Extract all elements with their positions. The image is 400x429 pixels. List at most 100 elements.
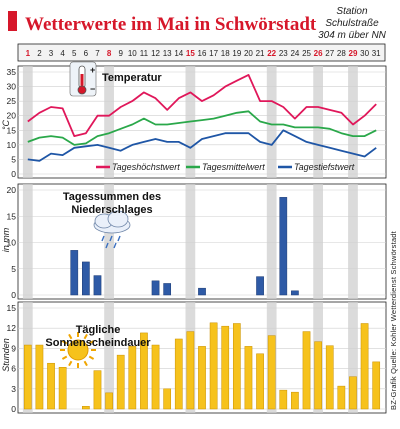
bar	[372, 361, 381, 410]
legend-label-high: Tageshöchstwert	[112, 162, 180, 172]
highlight-band	[185, 184, 196, 299]
svg-text:+: +	[90, 65, 95, 75]
sun-ray	[88, 355, 95, 360]
sun-ray	[68, 360, 73, 367]
y-tick-label: 20	[7, 111, 17, 121]
temperature-title: Temperatur	[102, 72, 162, 84]
highlight-band	[348, 184, 358, 299]
day-label: 11	[140, 49, 149, 58]
day-label: 12	[151, 49, 160, 58]
highlight-band	[266, 66, 277, 178]
day-label: 15	[186, 49, 195, 58]
bar	[314, 341, 322, 410]
highlight-band	[104, 302, 114, 413]
bar	[198, 346, 206, 410]
thermometer-icon: + −	[69, 61, 97, 97]
page-title: Wetterwerte im Mai in Schwörstadt	[25, 14, 317, 35]
bar	[279, 389, 288, 410]
y-tick-label: 12	[7, 323, 17, 333]
sun-ray	[83, 333, 88, 340]
bar	[82, 261, 90, 296]
day-label: 24	[290, 49, 299, 58]
y-tick-label: 0	[11, 290, 16, 300]
day-label: 4	[60, 49, 65, 58]
sun-icon	[60, 332, 96, 368]
day-labels: 1 2 3 4 5 6 7 8 9 10 11 12 13 14 15 16 17 18 19 20 21 22 23 24 2…	[26, 49, 382, 58]
bar	[232, 323, 241, 410]
bar	[221, 325, 230, 410]
bar	[70, 250, 79, 296]
bar	[82, 406, 90, 410]
bar	[337, 385, 346, 410]
day-label: 29	[349, 49, 358, 58]
sunshine-unit-label: Stunden	[1, 338, 11, 372]
day-label: 14	[174, 49, 183, 58]
bar	[291, 290, 299, 296]
bar	[58, 367, 67, 410]
bar	[128, 346, 137, 410]
rain-cloud-icon	[93, 210, 131, 249]
day-label: 2	[37, 49, 42, 58]
day-label: 28	[337, 49, 346, 58]
bar	[186, 331, 195, 410]
bar	[209, 322, 218, 410]
y-tick-label: 0	[11, 404, 16, 414]
bar	[198, 287, 206, 296]
bar	[325, 345, 334, 410]
precipitation-panel: 0 5 10 15 20	[7, 183, 387, 300]
day-label: 10	[128, 49, 137, 58]
legend-label-low: Tagestiefstwert	[294, 162, 355, 172]
bar	[256, 353, 264, 410]
source-credit: BZ-Grafik Quelle: Kohler Wetterdienst Sc…	[389, 230, 398, 410]
y-tick-label: 0	[11, 169, 16, 179]
y-tick-label: 5	[11, 264, 16, 274]
bar	[35, 344, 44, 410]
day-label: 22	[267, 49, 276, 58]
bar	[360, 323, 369, 410]
series-line	[27, 129, 377, 162]
day-label: 19	[232, 49, 241, 58]
sun-ray	[61, 340, 68, 345]
day-label: 17	[209, 49, 218, 58]
bar	[23, 344, 32, 410]
bar	[140, 332, 148, 410]
bar	[163, 388, 172, 410]
bar	[349, 376, 357, 410]
bar	[244, 346, 253, 410]
bar	[163, 283, 172, 296]
day-label: 6	[84, 49, 89, 58]
bar	[47, 362, 55, 410]
day-label: 9	[118, 49, 123, 58]
bar	[279, 197, 288, 296]
station-line-1: Station	[336, 6, 368, 17]
series-line	[27, 110, 377, 146]
bar	[291, 391, 299, 410]
panel-frame	[17, 183, 387, 300]
bar	[256, 276, 264, 296]
day-label: 31	[372, 49, 381, 58]
bar	[267, 335, 276, 410]
temperature-legend: Tageshöchstwert Tagesmittelwert Tagestie…	[96, 162, 355, 172]
station-line-3: 304 m über NN	[318, 30, 387, 41]
day-label: 8	[107, 49, 112, 58]
highlight-band	[22, 184, 33, 299]
y-tick-label: 9	[11, 343, 16, 353]
highlight-band	[348, 302, 358, 413]
title-accent-block	[8, 11, 17, 31]
day-label: 21	[256, 49, 265, 58]
series-line	[27, 74, 377, 138]
bar	[151, 280, 160, 296]
bar	[151, 344, 160, 410]
highlight-band	[348, 66, 358, 178]
highlight-band	[22, 66, 33, 178]
day-label: 7	[95, 49, 100, 58]
day-label: 27	[325, 49, 334, 58]
day-label: 13	[163, 49, 172, 58]
bar	[93, 370, 102, 410]
sun-ray	[68, 333, 73, 340]
y-tick-label: 15	[7, 125, 17, 135]
sunshine-title: Tägliche Sonnenscheindauer	[45, 324, 151, 349]
highlight-band	[313, 66, 324, 178]
day-header-row	[17, 43, 386, 62]
